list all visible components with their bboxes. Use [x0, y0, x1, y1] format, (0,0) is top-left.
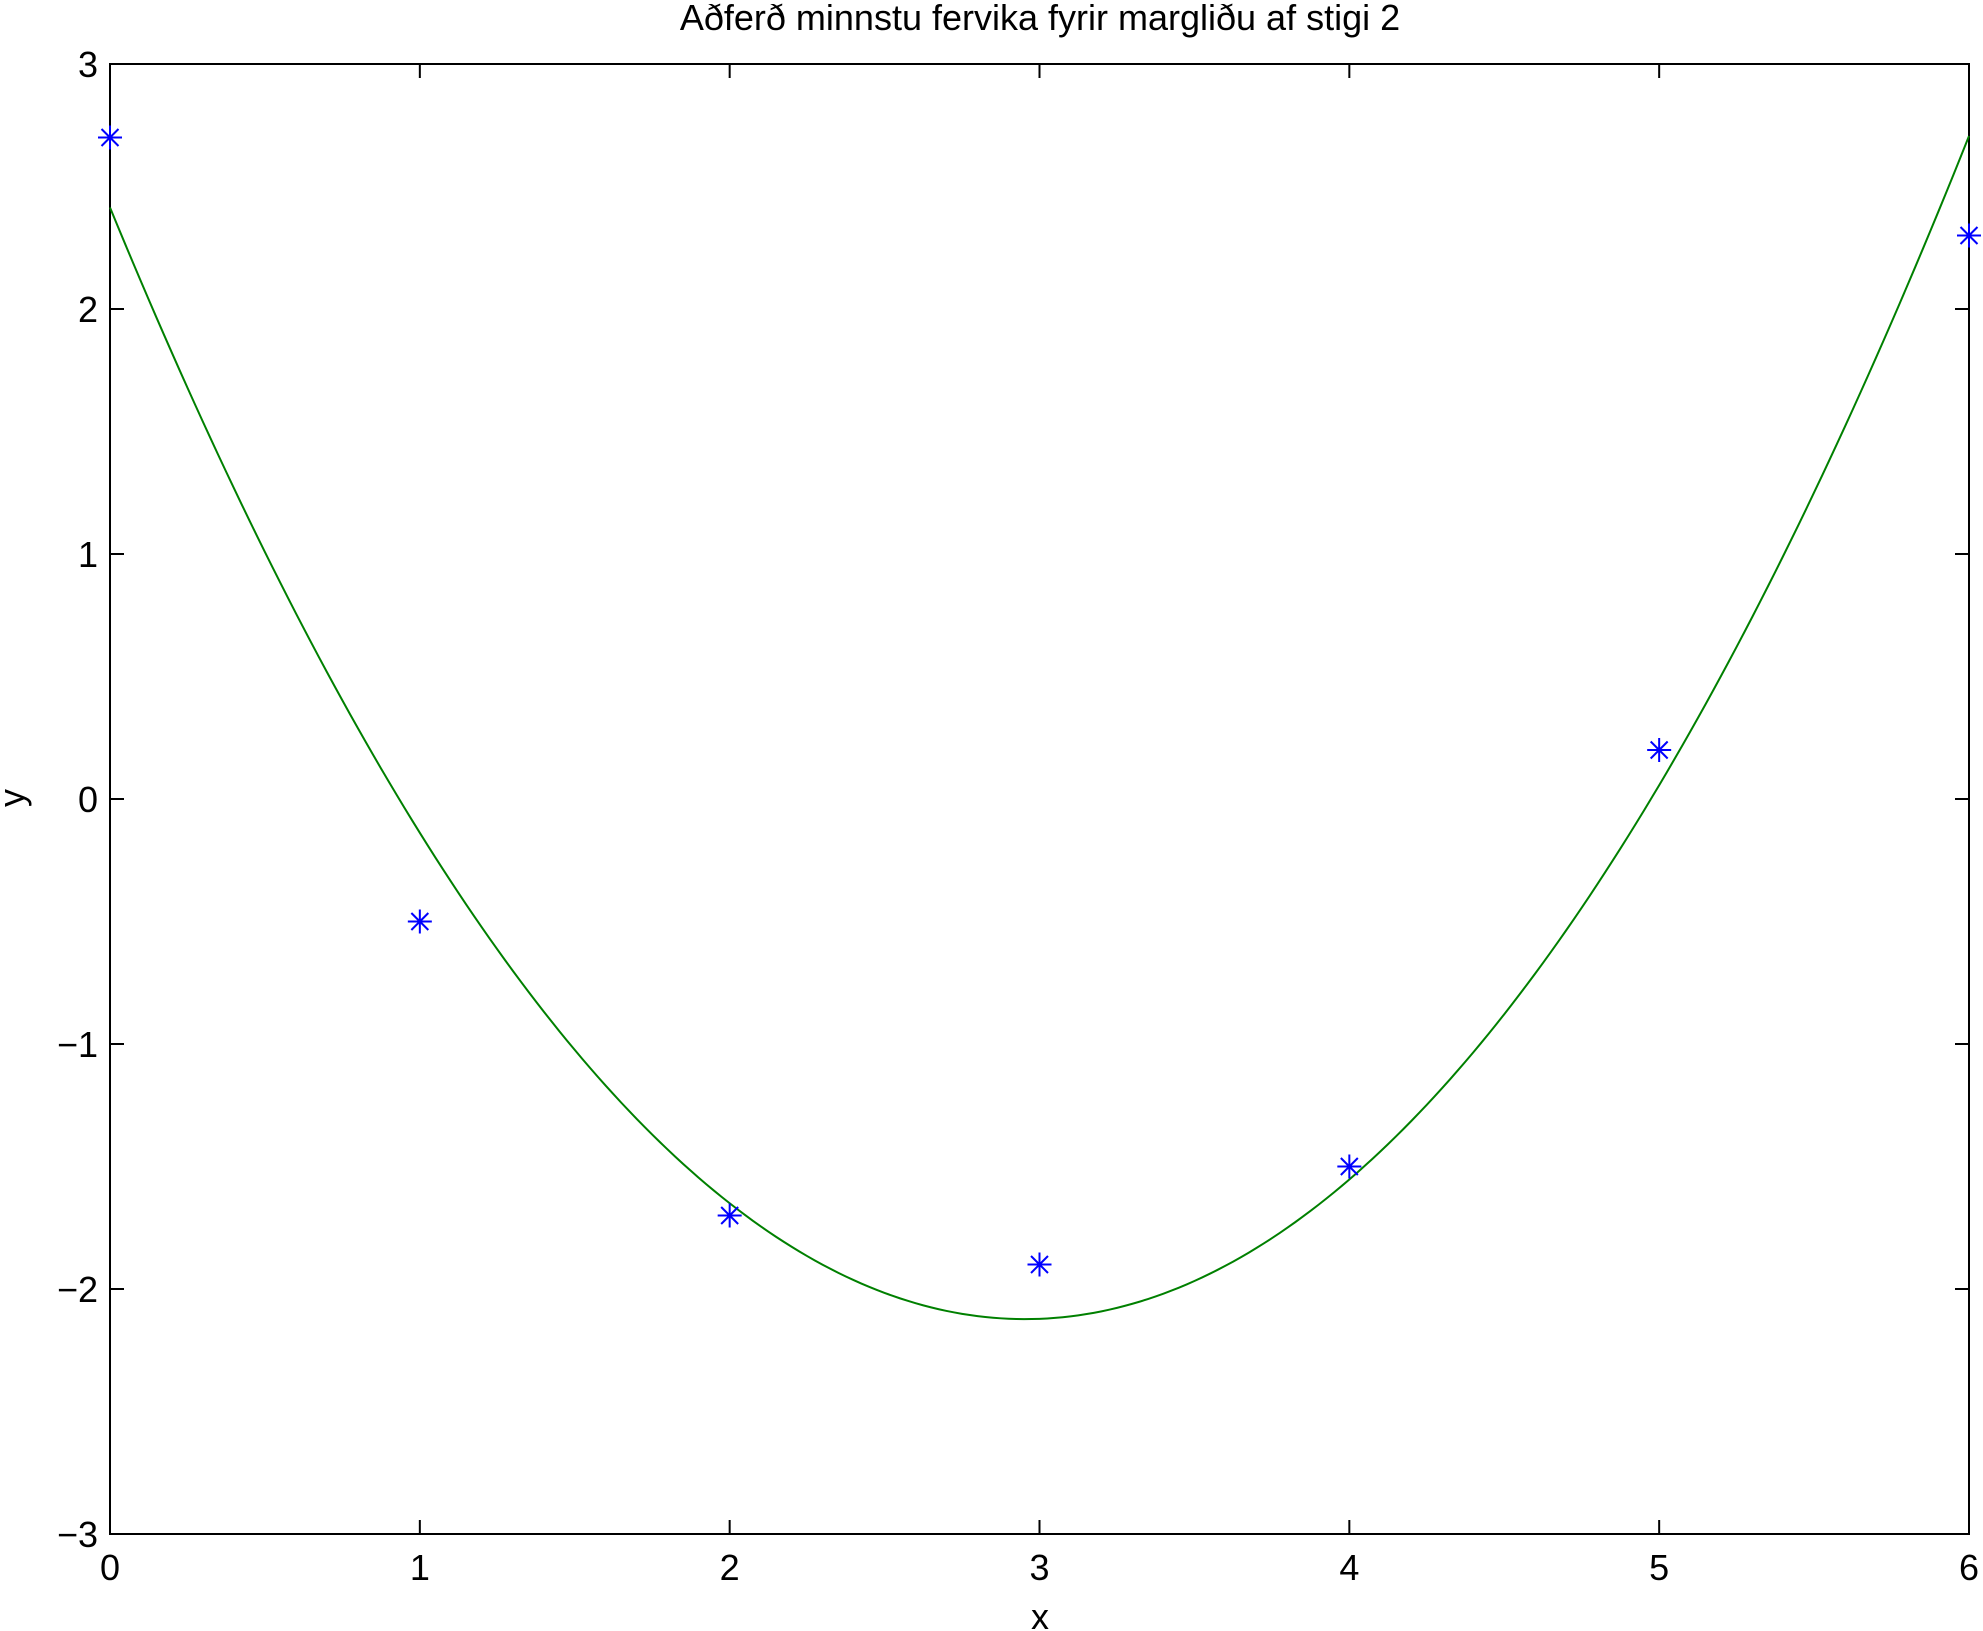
x-axis-label: x — [1031, 1596, 1049, 1631]
data-point-asterisk — [1027, 1252, 1052, 1277]
y-tick-label: 1 — [78, 534, 98, 575]
y-tick-label: 3 — [78, 44, 98, 85]
fit-curve — [109, 135, 1970, 1321]
y-tick-label: 2 — [78, 289, 98, 330]
chart-title: Aðferð minnstu fervika fyrir margliðu af… — [680, 0, 1400, 38]
data-points-layer — [98, 125, 1981, 1277]
data-point-asterisk — [1647, 738, 1672, 762]
data-point-asterisk — [1337, 1154, 1362, 1179]
x-tick-label: 6 — [1959, 1547, 1979, 1588]
data-point-asterisk — [407, 909, 432, 934]
y-tick-label: −1 — [57, 1024, 98, 1065]
plot-frame — [109, 63, 1970, 1535]
y-tick-label: −3 — [57, 1514, 98, 1555]
y-tick-label: −2 — [57, 1269, 98, 1310]
x-tick-label: 1 — [410, 1547, 430, 1588]
x-tick-label: 4 — [1339, 1547, 1359, 1588]
x-tick-label: 2 — [720, 1547, 740, 1588]
data-point-asterisk — [1957, 223, 1981, 248]
fit-curve-layer — [109, 135, 1970, 1321]
y-tick-label: 0 — [78, 779, 98, 820]
data-point-asterisk — [717, 1203, 742, 1228]
data-point-asterisk — [98, 125, 122, 150]
x-tick-label: 0 — [100, 1547, 120, 1588]
y-axis-label: y — [0, 789, 32, 807]
axis-ticks: 0 1 2 3 4 5 6 −3 −2 −1 0 1 2 3 — [57, 44, 1979, 1588]
x-tick-label: 3 — [1029, 1547, 1049, 1588]
x-tick-label: 5 — [1649, 1547, 1669, 1588]
